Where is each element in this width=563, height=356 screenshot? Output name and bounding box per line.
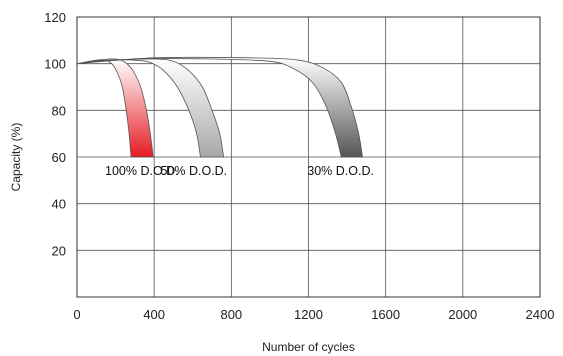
tick-labels: 0 400 800 1200 1600 2000 2400 20 40 60 80 100 120 [44,10,554,322]
x-tick-label: 800 [220,307,242,322]
y-axis-label: Capacity (%) [9,123,23,192]
x-tick-label: 0 [73,307,80,322]
x-tick-label: 1600 [371,307,400,322]
plot-frame [76,16,541,298]
x-axis-label: Number of cycles [262,340,355,354]
series-label: 100% D.O.D. [105,164,179,178]
x-tick-label: 2000 [448,307,477,322]
y-tick-label: 60 [52,150,66,165]
band-0 [76,58,154,158]
band-1 [76,58,225,158]
series-label: 30% D.O.D. [307,164,374,178]
y-tick-label: 120 [44,10,66,25]
capacity-bands [76,56,363,158]
y-tick-label: 80 [52,103,66,118]
band-labels: 100% D.O.D.50% D.O.D. 30% D.O.D. [105,164,374,178]
y-tick-label: 20 [52,243,66,258]
band-2 [76,56,363,158]
x-tick-label: 1200 [294,307,323,322]
x-tick-label: 2400 [526,307,555,322]
series-label: 50% D.O.D. [160,164,227,178]
y-tick-label: 40 [52,197,66,212]
y-tick-label: 100 [44,57,66,72]
x-tick-label: 400 [143,307,165,322]
